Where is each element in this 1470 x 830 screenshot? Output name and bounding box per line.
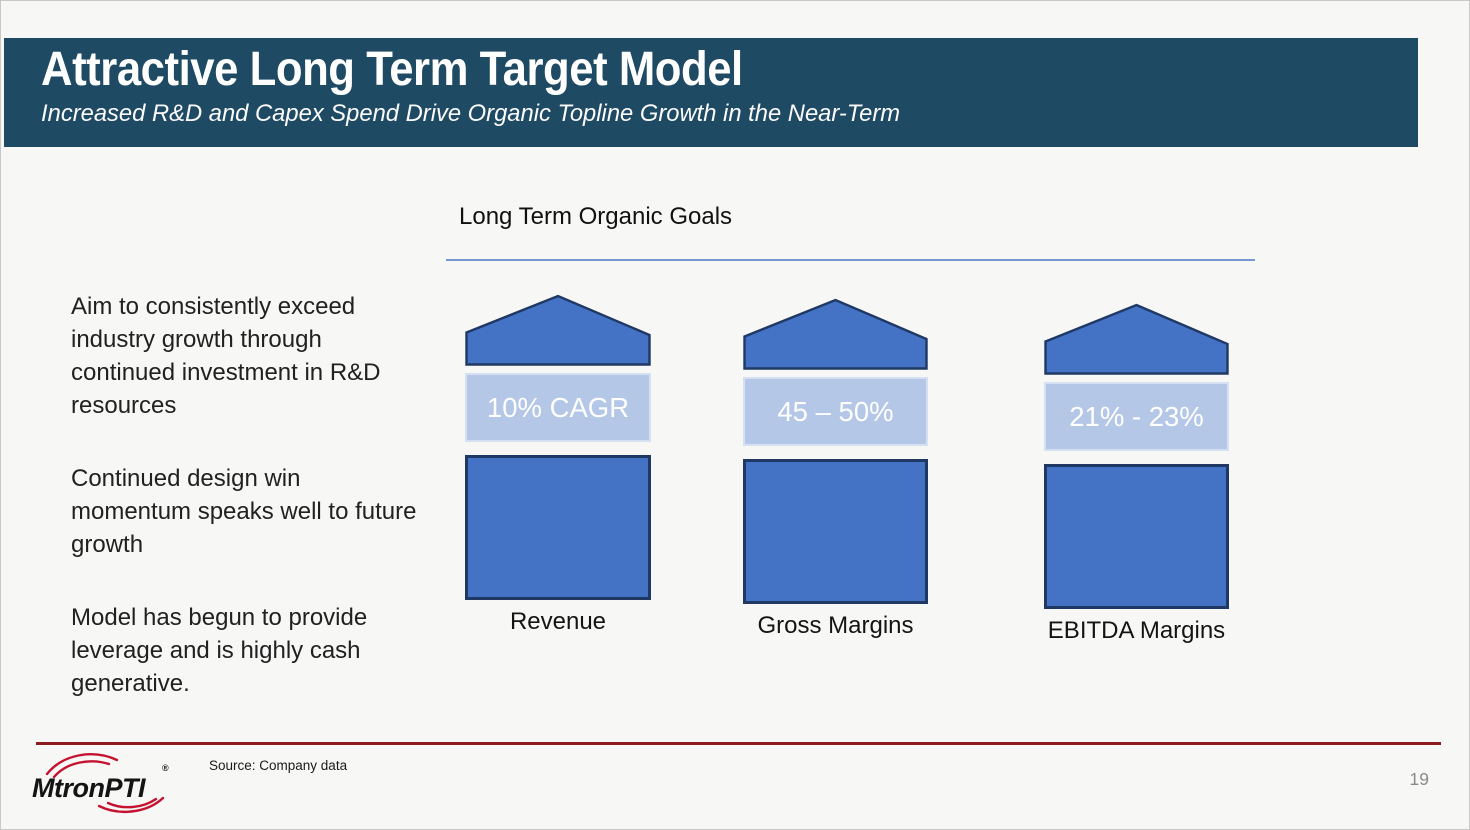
- logo-swoosh-arc: [97, 796, 165, 813]
- target-value: 21% - 23%: [1069, 400, 1204, 432]
- target-value-box: 45 – 50%: [743, 377, 928, 446]
- goal-column-revenue: 10% CAGR Revenue: [465, 294, 651, 639]
- source-note: Source: Company data: [209, 758, 348, 773]
- up-arrow-pentagon-icon: [1044, 303, 1229, 375]
- registered-trademark-symbol: ®: [162, 763, 169, 773]
- footer-divider-line: [36, 742, 1441, 745]
- logo-swoosh-arc: [52, 760, 111, 779]
- goal-bar: [465, 455, 651, 600]
- slide-header-band: Attractive Long Term Target Model Increa…: [4, 38, 1418, 147]
- slide-subtitle: Increased R&D and Capex Spend Drive Orga…: [41, 100, 901, 127]
- commentary-paragraph-2: Continued design win momentum speaks wel…: [71, 465, 417, 558]
- slide-title: Attractive Long Term Target Model: [41, 43, 743, 96]
- goal-bar: [1044, 464, 1229, 609]
- commentary-block: Aim to consistently exceed industry grow…: [71, 290, 423, 740]
- target-value-box: 10% CAGR: [465, 373, 651, 442]
- goals-panel-heading: Long Term Organic Goals: [459, 203, 733, 230]
- logo-swoosh-arc: [45, 753, 119, 776]
- logo-wordmark: MtronPTI: [32, 773, 146, 803]
- up-arrow-pentagon-icon: [743, 298, 928, 370]
- goal-column-gross-margins: 45 – 50% Gross Margins: [743, 298, 928, 643]
- mtronpti-logo: MtronPTI ®: [32, 753, 169, 813]
- logo-swoosh-arc: [106, 797, 158, 809]
- goal-bar: [743, 459, 928, 604]
- goal-column-ebitda-margins: 21% - 23% EBITDA Margins: [1044, 303, 1229, 648]
- target-value: 10% CAGR: [486, 391, 630, 423]
- target-value: 45 – 50%: [777, 395, 894, 427]
- goal-metric-label: Gross Margins: [757, 612, 914, 639]
- target-value-box: 21% - 23%: [1044, 382, 1229, 451]
- goal-metric-label: EBITDA Margins: [1047, 617, 1226, 644]
- commentary-paragraph-3: Model has begun to provide leverage and …: [71, 604, 368, 697]
- page-number: 19: [1409, 769, 1429, 789]
- up-arrow-pentagon-icon: [465, 294, 651, 366]
- goal-metric-label: Revenue: [509, 608, 607, 635]
- commentary-paragraph-1: Aim to consistently exceed industry grow…: [71, 293, 381, 419]
- goals-divider-line: [446, 259, 1255, 261]
